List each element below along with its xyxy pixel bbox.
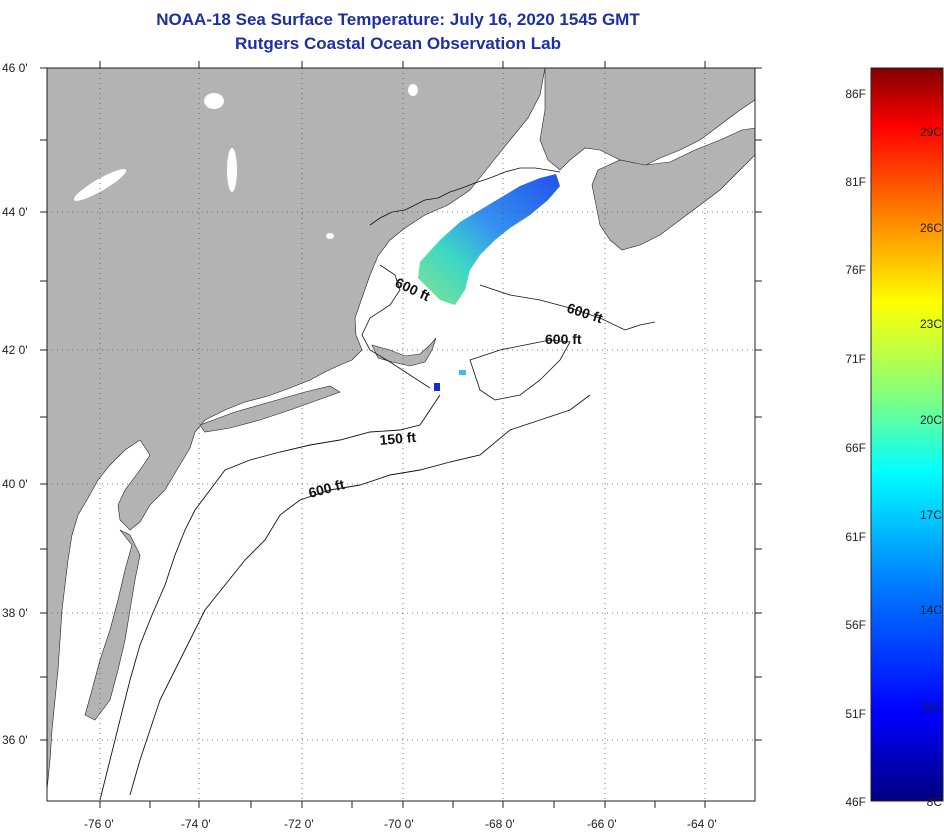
lake-2 xyxy=(227,148,237,192)
lat-label-38: 38 0' xyxy=(2,606,28,620)
colorbar-f-81: 81F xyxy=(845,175,866,189)
lon-label-76: -76 0' xyxy=(84,817,114,831)
colorbar-c-20: 20C xyxy=(920,413,942,427)
colorbar-c-23: 23C xyxy=(920,317,942,331)
map-frame xyxy=(46,67,756,802)
map-gridlines xyxy=(47,68,755,801)
lat-label-40: 40 0' xyxy=(2,477,28,491)
colorbar-f-56: 56F xyxy=(845,618,866,632)
land-delmarva xyxy=(84,529,141,721)
map-subtitle: Rutgers Coastal Ocean Observation Lab xyxy=(235,34,561,53)
land-mainland xyxy=(47,68,546,791)
contour-600ft-bank xyxy=(469,339,571,401)
contour-600ft-east xyxy=(479,284,656,331)
colorbar-c-29: 29C xyxy=(920,125,942,139)
contour-label-150ft: 150 ft xyxy=(379,429,417,448)
contour-150ft xyxy=(99,394,441,801)
lon-label-74: -74 0' xyxy=(181,817,211,831)
lat-label-42: 42 0' xyxy=(2,343,28,357)
colorbar-f-76: 76F xyxy=(845,263,866,277)
sst-data-patch xyxy=(418,174,560,305)
lon-label-66: -66 0' xyxy=(587,817,617,831)
land-nova-scotia xyxy=(591,127,755,251)
lon-label-72: -72 0' xyxy=(284,817,314,831)
colorbar-f-66: 66F xyxy=(845,441,866,455)
lake-1 xyxy=(204,93,224,109)
map-title: NOAA-18 Sea Surface Temperature: July 16… xyxy=(156,10,640,29)
land-long-island xyxy=(199,385,341,433)
colorbar-c-26: 26C xyxy=(920,221,942,235)
lon-label-70: -70 0' xyxy=(384,817,414,831)
lat-label-44: 44 0' xyxy=(2,205,28,219)
contour-600ft-shelf xyxy=(129,394,591,796)
lake-5 xyxy=(326,233,334,239)
colorbar-c-17: 17C xyxy=(920,508,942,522)
lat-label-46: 46 0' xyxy=(2,61,28,75)
colorbar-f-86: 86F xyxy=(845,87,866,101)
sst-spot-2 xyxy=(459,370,466,375)
colorbar-f-46: 46F xyxy=(845,795,866,809)
colorbar xyxy=(870,67,944,802)
colorbar-f-51: 51F xyxy=(845,707,866,721)
lat-label-36: 36 0' xyxy=(2,733,28,747)
colorbar-c-11: 11C xyxy=(921,700,942,714)
colorbar-f-61: 61F xyxy=(845,530,866,544)
contour-600ft-gulf xyxy=(361,264,431,389)
axis-ticks xyxy=(40,61,762,808)
coastline-maine xyxy=(369,167,561,226)
lon-label-64: -64 0' xyxy=(687,817,717,831)
lake-4 xyxy=(408,84,418,96)
lon-label-68: -68 0' xyxy=(485,817,515,831)
contour-label-600ft-c: 600 ft xyxy=(545,331,582,347)
land-cape-cod xyxy=(371,337,437,367)
colorbar-c-14: 14C xyxy=(920,603,942,617)
colorbar-c-8: 8C xyxy=(927,795,943,809)
lake-3 xyxy=(73,169,127,201)
colorbar-f-71: 71F xyxy=(845,352,866,366)
sst-spot-1 xyxy=(434,383,440,391)
